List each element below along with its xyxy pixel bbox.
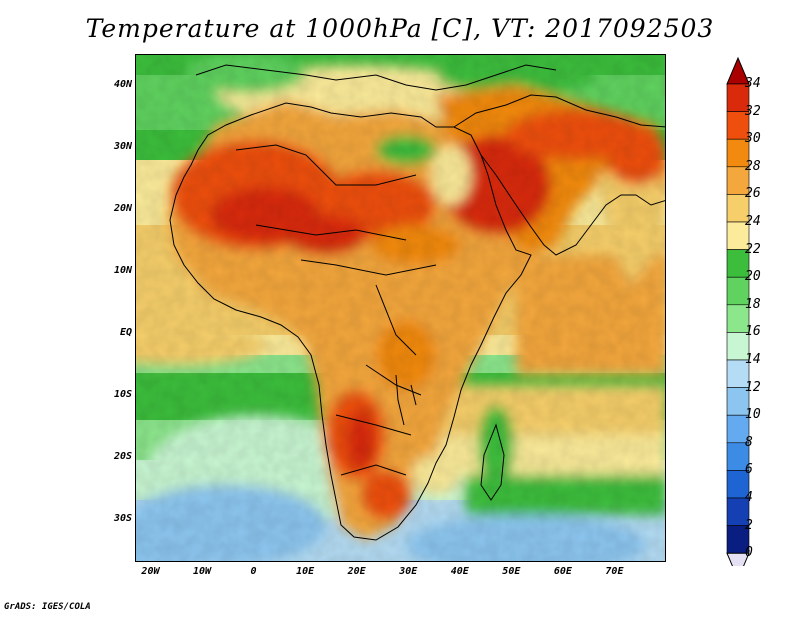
chart-title: Temperature at 1000hPa [C], VT: 20170925… — [85, 14, 715, 43]
lon-tick-label: 10E — [296, 566, 315, 577]
colorbar-tick-label: 0 — [745, 545, 753, 561]
grads-credit: GrADS: IGES/COLA — [4, 602, 91, 612]
colorbar-tick-label: 12 — [745, 379, 761, 395]
lon-tick-label: 70E — [605, 566, 624, 577]
lat-tick-label: 40N — [113, 78, 132, 90]
temperature-map — [136, 55, 665, 561]
coastlines — [169, 64, 665, 541]
colorbar-tick-label: 26 — [745, 186, 761, 202]
lon-tick-label: 60E — [553, 566, 572, 577]
map-panel — [135, 54, 666, 562]
lon-tick-label: 10W — [192, 566, 212, 577]
lon-tick-label: 20E — [347, 566, 366, 577]
colorbar-tick-label: 6 — [745, 462, 753, 478]
lat-tick-label: 10N — [113, 264, 132, 276]
colorbar-tick-label: 32 — [745, 103, 761, 119]
colorbar-tick-label: 22 — [745, 241, 761, 257]
colorbar-tick-label: 24 — [745, 214, 761, 229]
colorbar-tick-label: 20 — [745, 269, 761, 285]
lat-tick-label: EQ — [119, 326, 132, 338]
lon-tick-label: 40E — [450, 566, 469, 577]
colorbar-tick-label: 28 — [745, 158, 761, 174]
lon-tick-label: 0 — [250, 566, 257, 577]
colorbar-tick-label: 34 — [745, 76, 761, 91]
lon-tick-label: 50E — [502, 566, 521, 577]
colorbar — [726, 56, 750, 566]
lat-tick-label: 20S — [113, 450, 132, 462]
colorbar-tick-label: 8 — [745, 434, 753, 450]
colorbar-tick-label: 18 — [745, 296, 761, 312]
lat-tick-label: 30N — [113, 140, 132, 152]
colorbar-tick-label: 30 — [745, 131, 761, 147]
colorbar-min-triangle — [726, 552, 750, 566]
lat-tick-label: 10S — [113, 388, 132, 400]
colorbar-tick-label: 4 — [745, 490, 753, 505]
lon-tick-label: 30E — [399, 566, 418, 577]
colorbar-tick-label: 16 — [745, 324, 761, 340]
colorbar-tick-label: 14 — [745, 352, 761, 367]
colorbar-tick-label: 10 — [745, 407, 761, 423]
lat-tick-label: 30S — [113, 512, 132, 524]
lat-tick-label: 20N — [113, 202, 132, 214]
colorbar-tick-label: 2 — [745, 517, 753, 533]
lon-tick-label: 20W — [141, 566, 160, 577]
